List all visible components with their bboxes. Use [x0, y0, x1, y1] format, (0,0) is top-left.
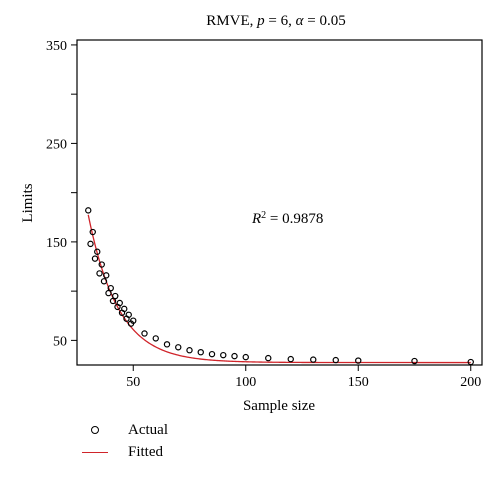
y-tick-label: 350 [46, 39, 67, 54]
actual-point [87, 240, 94, 248]
actual-point [208, 350, 216, 358]
actual-point [197, 348, 204, 356]
legend-fitted-marker [82, 445, 108, 459]
actual-point [175, 344, 182, 351]
x-axis: 50 100 150 200 [126, 365, 481, 390]
actual-point [107, 284, 114, 292]
actual-point [91, 255, 99, 262]
x-tick-label: 200 [460, 375, 481, 390]
chart-title: RMVE, p = 6, α = 0.05 [206, 13, 345, 29]
actual-point [355, 357, 362, 364]
actual-point [332, 356, 339, 364]
actual-point [105, 289, 112, 297]
actual-point [186, 347, 193, 354]
legend-item-fitted: Fitted [82, 441, 168, 463]
actual-point [467, 358, 474, 366]
actual-point [89, 228, 96, 236]
actual-point [411, 357, 418, 365]
x-axis-label: Sample size [243, 398, 315, 414]
actual-point [121, 305, 128, 313]
legend-actual-marker [82, 423, 108, 437]
y-tick-label: 150 [46, 236, 67, 251]
legend-item-actual: Actual [82, 419, 168, 441]
y-tick-label: 250 [46, 137, 67, 152]
actual-point [130, 317, 137, 324]
fitted-line [87, 214, 471, 364]
actual-point [116, 299, 123, 307]
y-axis-label: Limits [20, 183, 36, 222]
fitted-series [87, 214, 471, 364]
actual-point [152, 335, 159, 342]
actual-point [287, 355, 294, 363]
y-tick-label: 50 [53, 334, 67, 349]
x-tick-label: 150 [348, 375, 369, 390]
plot-frame [76, 39, 483, 366]
actual-point [310, 356, 317, 363]
actual-point [109, 297, 117, 305]
actual-point [94, 248, 101, 255]
actual-point [100, 278, 108, 285]
actual-point [96, 270, 103, 277]
x-tick-label: 50 [126, 375, 140, 390]
actual-point [98, 261, 105, 268]
actual-point [242, 353, 249, 361]
actual-point [265, 354, 272, 362]
legend-actual-label: Actual [128, 421, 168, 438]
actual-point [85, 207, 92, 214]
r-squared-annotation: R2 = 0.9878 [251, 210, 323, 228]
actual-point [112, 292, 119, 300]
legend: Actual Fitted [82, 419, 168, 463]
actual-point [103, 272, 110, 279]
actual-point [231, 352, 238, 360]
y-axis: 50 150 250 350 [46, 39, 77, 349]
actual-point [125, 311, 132, 318]
x-tick-label: 100 [235, 375, 256, 390]
actual-point [141, 330, 148, 337]
legend-fitted-label: Fitted [128, 443, 164, 460]
actual-series [85, 207, 474, 366]
actual-point [220, 351, 227, 359]
actual-point [163, 341, 171, 348]
